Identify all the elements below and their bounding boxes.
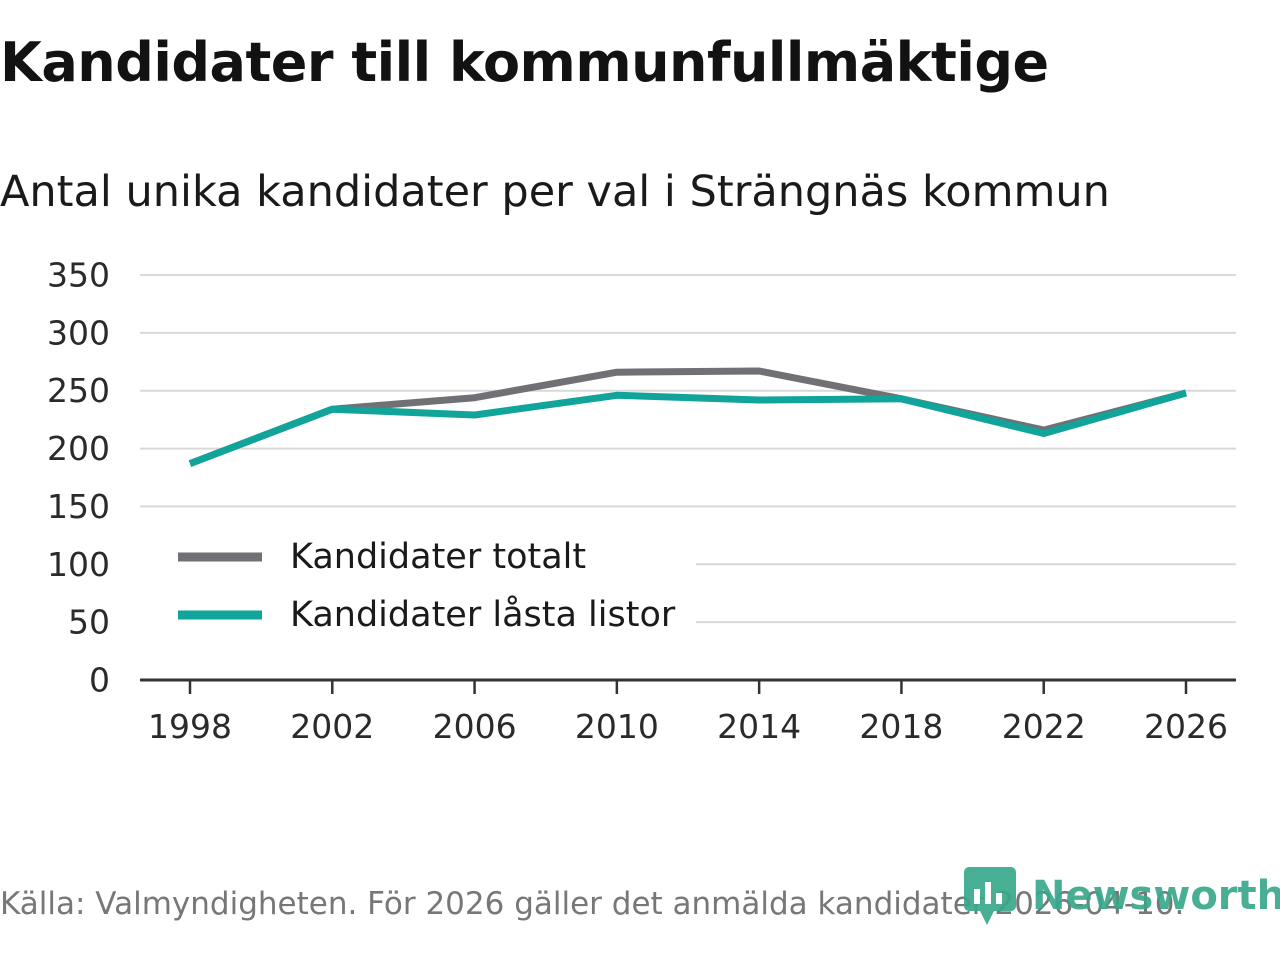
y-tick-label: 100 bbox=[47, 545, 110, 584]
legend-background bbox=[140, 525, 696, 649]
x-tick-label: 2026 bbox=[1144, 707, 1228, 746]
x-tick-label: 2010 bbox=[575, 707, 659, 746]
axis-layer: 0 50 100 150 200 250 300 350 1998 2002 2006 2010 201… bbox=[47, 256, 1236, 746]
legend-label-kandidater-lasta-listor: Kandidater låsta listor bbox=[290, 594, 676, 635]
legend-label-kandidater-totalt: Kandidater totalt bbox=[290, 537, 586, 577]
series-layer bbox=[188, 367, 1187, 467]
x-tick-label: 2018 bbox=[859, 707, 943, 746]
x-tick-label: 1998 bbox=[148, 707, 232, 746]
y-tick-label: 0 bbox=[89, 661, 110, 700]
x-tick-label: 2022 bbox=[1002, 707, 1086, 746]
y-tick-label: 150 bbox=[47, 487, 110, 526]
y-tick-label: 50 bbox=[68, 603, 110, 642]
chart-title: Kandidater till kommunfullmäktige bbox=[0, 31, 1049, 94]
x-tick-label: 2002 bbox=[290, 707, 374, 746]
y-tick-label: 350 bbox=[47, 256, 110, 295]
y-tick-label: 300 bbox=[47, 313, 110, 352]
chart-subtitle: Antal unika kandidater per val i Strängn… bbox=[0, 167, 1110, 217]
series-line-kandidater-totalt bbox=[188, 367, 1187, 467]
x-tick-label: 2014 bbox=[717, 707, 801, 746]
newsworthy-logo-icon bbox=[964, 867, 1016, 925]
y-tick-label: 250 bbox=[47, 371, 110, 410]
brand: Newsworthy bbox=[964, 866, 1280, 926]
y-tick-label: 200 bbox=[47, 429, 110, 468]
x-tick-label: 2006 bbox=[433, 707, 517, 746]
series-line-kandidater-lasta-listor bbox=[188, 389, 1187, 467]
brand-name: Newsworthy bbox=[1032, 873, 1280, 919]
legend: Kandidater totalt Kandidater låsta listor bbox=[140, 525, 696, 649]
